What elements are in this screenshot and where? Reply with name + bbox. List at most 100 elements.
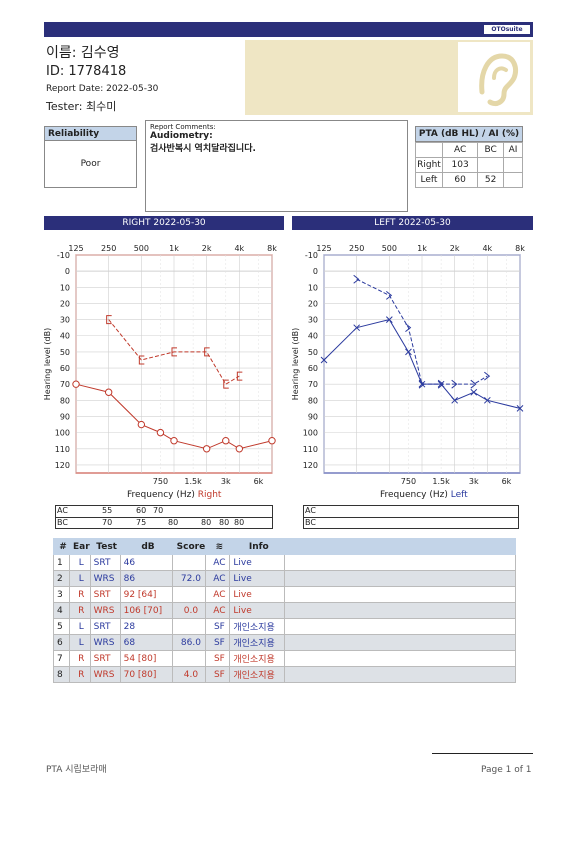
bc-point [223,379,229,389]
cell-db: 106 [70] [119,602,174,619]
masking-value: 75 [136,518,147,527]
x-tick-label: 125 [316,244,331,253]
cell-n: 2 [53,570,70,587]
cell-n: 4 [53,602,70,619]
y-tick-label: 40 [308,332,318,341]
ear-icon [458,42,530,112]
cell-score [172,650,207,667]
page-number: Page 1 of 1 [481,765,532,775]
pta-title: PTA (dB HL) / AI (%) [415,126,523,142]
speech-table: # Ear Test dB Score ≋ Info 1 L SRT 46 AC Live… [53,538,516,683]
pta-col-ac: AC [441,142,479,158]
cell-db: 28 [119,618,174,635]
cell-score [172,554,207,571]
cell-test: WRS [89,602,121,619]
cell-ear: L [68,554,91,571]
y-tick-label: 120 [55,461,70,470]
ac-point [470,388,478,396]
cell-info: Live [229,602,286,619]
left-xlabel-group: Frequency (Hz) Left [380,490,468,500]
col-header: dB [119,538,174,555]
x-tick-label: 2k [450,244,460,253]
bc-series-line [356,278,488,385]
reliability-value: Poor [80,159,101,169]
x-tick-label: 1k [169,244,179,253]
pta-row-ear: Left [415,172,443,188]
y-axis-label: Hearing level (dB) [43,328,52,400]
bc-point [236,371,243,381]
ac-point [202,445,211,453]
ac-point [483,396,491,404]
right-audiogram: -10 0 10 20 30 40 50 60 70 80 90 100 110 120 125 250 500… [43,244,277,486]
cell-db: 92 [64] [119,586,174,603]
pta-ai-value [502,157,524,173]
masking-value: 80 [219,518,230,527]
masking-value: 55 [102,506,113,515]
x-tick-label: 8k [515,244,525,253]
bc-point [106,315,112,325]
ac-point [170,437,178,445]
report-date: Report Date: 2022-05-30 [46,84,159,94]
ac-point [320,356,328,364]
patient-id: ID: 1778418 [46,64,127,79]
ac-point [72,380,80,388]
masking-value: 80 [201,518,212,527]
left-masking-table: AC BC [303,505,519,529]
bc-point [138,355,145,365]
y-tick-label: 0 [313,267,318,276]
bc-point [437,379,444,389]
cell-mode: AC [205,586,231,603]
cell-db: 70 [80] [119,666,174,683]
y-tick-label: 90 [60,412,70,421]
cell-mode: SF [205,618,231,635]
cell-test: SRT [89,650,121,667]
table-row: 2 L WRS 86 72.0 AC Live [53,570,516,587]
tester-name: Tester: 최수미 [46,100,117,113]
x-tick-label: 4k [234,244,244,253]
cell-n: 6 [53,634,70,651]
pta-ac-value: 103 [441,157,479,173]
bc-point [470,379,477,389]
cell-score [172,618,207,635]
x-tick-label: 1.5k [432,477,450,486]
pta-ac-value: 60 [441,172,479,188]
ac-point [268,437,276,445]
left-ear-label: Left [450,490,468,500]
col-header: Test [89,538,121,555]
pta-col-ai: AI [502,142,524,158]
pta-table: AC BC AI Right 103 Left 60 52 [415,142,524,188]
comments-label: Report Comments: [150,123,216,131]
cell-info: 개인소지용 [229,666,286,683]
right-section-title: RIGHT 2022-05-30 [44,216,284,230]
cell-mode: AC [205,570,231,587]
y-tick-label: 100 [55,429,70,438]
y-tick-label: 0 [65,267,70,276]
cell-ear: R [68,650,91,667]
table-row: 6 L WRS 68 86.0 SF 개인소지용 [53,634,516,651]
table-row: 5 L SRT 28 SF 개인소지용 [53,618,516,635]
left-audiogram: -10 0 10 20 30 40 50 60 70 80 90 100 110 120 125 250 500… [291,244,525,486]
y-tick-label: 60 [308,364,318,373]
table-row: 4 R WRS 106 [70] 0.0 AC Live [53,602,516,619]
y-tick-label: 20 [308,299,318,308]
cell-mode: SF [205,634,231,651]
x-tick-label: 3k [469,477,479,486]
y-tick-label: 50 [60,348,70,357]
ac-point [156,428,165,437]
y-tick-label: 100 [303,429,318,438]
bc-point [418,379,425,389]
cell-info: Live [229,570,286,587]
masking-value: 60 [136,506,147,515]
cell-score: 0.0 [172,602,207,619]
cell-ear: R [68,666,91,683]
patient-name: 이름: 김수영 [46,45,120,61]
y-tick-label: 90 [308,412,318,421]
masking-ac-label: AC [57,506,68,515]
report-comments: Report Comments: Audiometry: 검사반복시 역치달라집… [145,120,408,212]
masking-value: 80 [168,518,179,527]
cell-mode: SF [205,650,231,667]
cell-test: WRS [89,666,121,683]
ac-point [405,348,412,356]
bc-point [171,347,177,357]
y-tick-label: -10 [305,251,318,260]
